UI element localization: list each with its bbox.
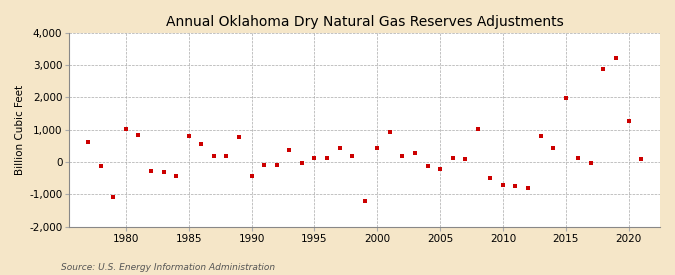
Point [460,156,470,161]
Point [158,170,169,175]
Point [623,119,634,123]
Y-axis label: Billion Cubic Feet: Billion Cubic Feet [15,85,25,175]
Point [321,156,332,160]
Point [472,127,483,132]
Point [146,169,157,173]
Point [246,174,257,178]
Point [95,164,106,168]
Point [271,163,282,167]
Point [585,161,596,166]
Point [422,163,433,168]
Point [548,146,559,151]
Point [510,184,521,188]
Point [347,154,358,158]
Point [259,163,269,167]
Point [196,142,207,146]
Point [133,133,144,137]
Point [372,146,383,151]
Point [636,156,647,161]
Text: Source: U.S. Energy Information Administration: Source: U.S. Energy Information Administ… [61,263,275,272]
Point [522,186,533,190]
Point [485,176,495,180]
Point [296,161,307,165]
Point [385,130,396,134]
Point [598,67,609,71]
Point [171,174,182,178]
Point [535,134,546,138]
Point [359,199,370,203]
Point [448,156,458,160]
Point [560,96,571,101]
Point [221,153,232,158]
Point [573,156,584,160]
Point [83,140,94,144]
Point [497,182,508,187]
Point [435,167,446,171]
Point [397,153,408,158]
Point [184,134,194,138]
Point [209,154,219,158]
Point [309,156,320,161]
Point [334,146,345,150]
Point [410,151,421,155]
Point [121,127,132,132]
Point [611,56,622,60]
Point [108,195,119,199]
Title: Annual Oklahoma Dry Natural Gas Reserves Adjustments: Annual Oklahoma Dry Natural Gas Reserves… [166,15,564,29]
Point [284,148,295,152]
Point [234,134,244,139]
